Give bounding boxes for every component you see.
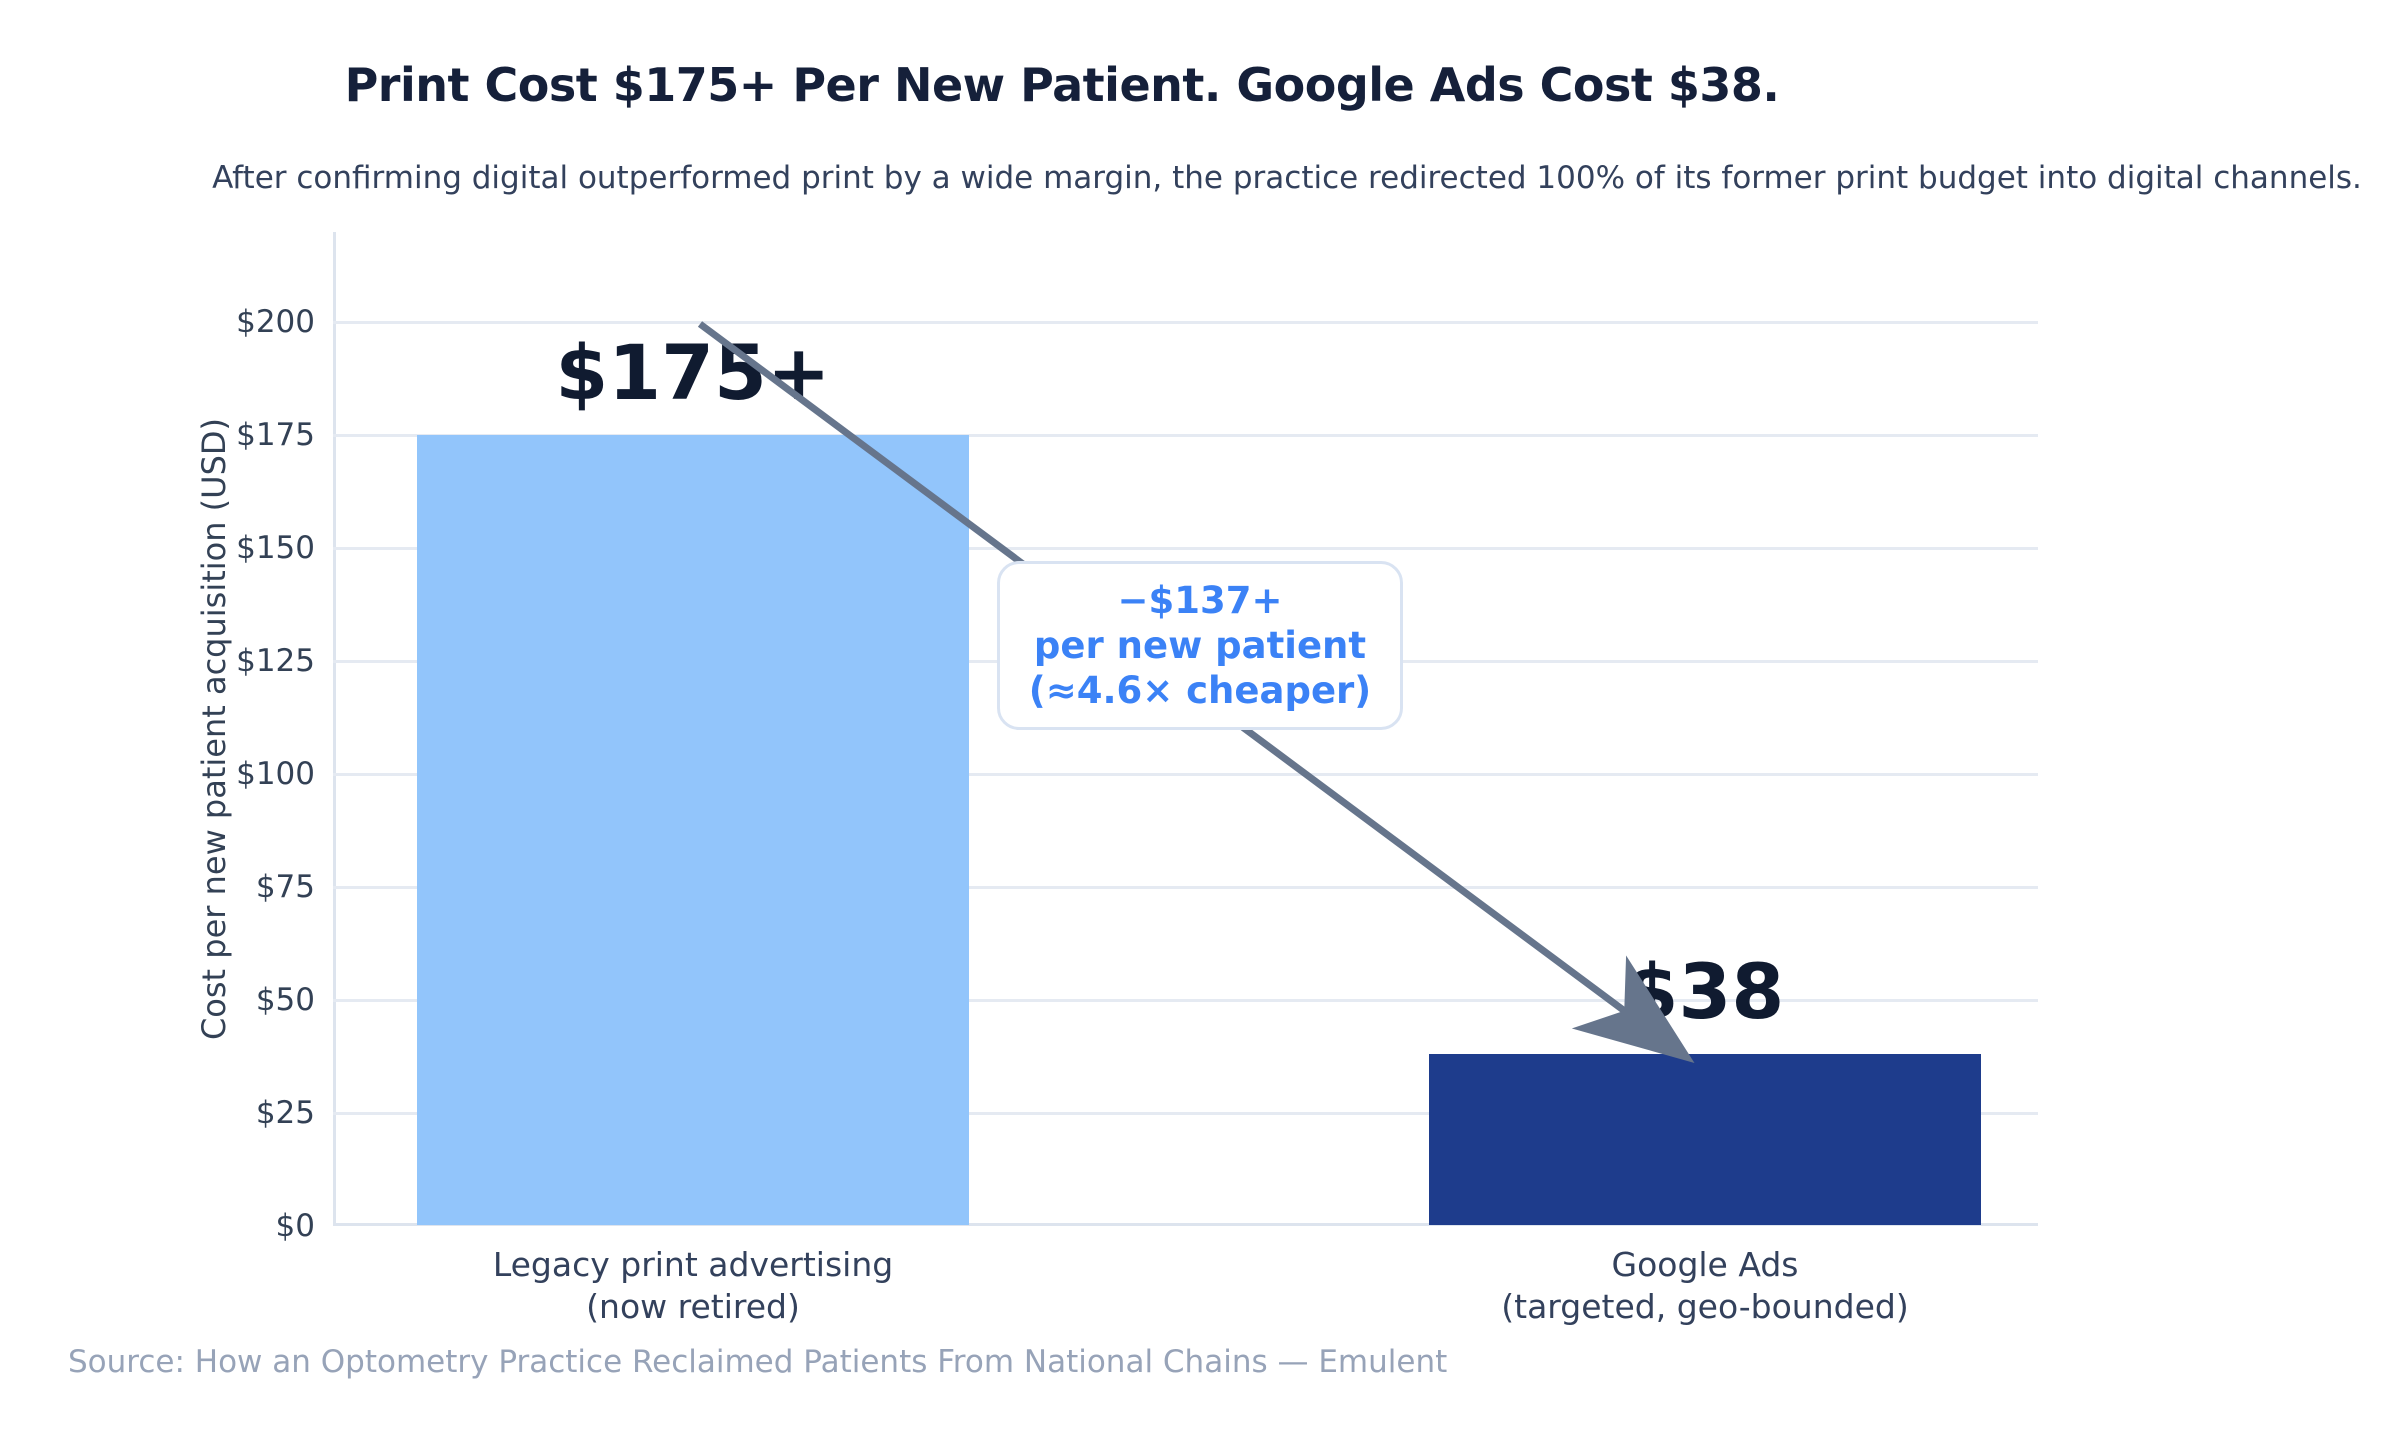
bar-google-ads xyxy=(1429,1054,1981,1225)
y-tick-label-$125: $125 xyxy=(236,643,315,679)
y-axis-label: Cost per new patient acquisition (USD) xyxy=(195,417,233,1041)
y-tick-label-$200: $200 xyxy=(236,304,315,340)
x-tick-label-1: Legacy print advertising (now retired) xyxy=(493,1244,893,1328)
plot-area xyxy=(333,232,2038,1226)
annotation-savings-amount: −$137+ xyxy=(1117,578,1283,622)
x-tick-label-2: Google Ads (targeted, geo-bounded) xyxy=(1501,1244,1908,1328)
bar-value-label-2: $38 xyxy=(1625,947,1785,1037)
y-tick-label-$0: $0 xyxy=(275,1208,315,1244)
x-tick-label-line: (now retired) xyxy=(586,1287,800,1327)
y-tick-label-$75: $75 xyxy=(255,869,315,905)
gridline-$25 xyxy=(333,1111,2038,1115)
x-tick-label-line: Legacy print advertising xyxy=(492,1245,894,1284)
y-tick-label-$50: $50 xyxy=(255,982,315,1018)
source-note: Source: How an Optometry Practice Reclai… xyxy=(68,1344,1448,1380)
annotation-savings-multiple: (≈4.6× cheaper) xyxy=(1028,669,1372,713)
annotation-savings-unit: per new patient xyxy=(1033,623,1367,667)
bar-legacy-print xyxy=(417,435,969,1225)
x-tick-label-line: Google Ads xyxy=(1611,1245,1799,1284)
y-tick-label-$25: $25 xyxy=(255,1095,315,1131)
savings-annotation: −$137+ per new patient (≈4.6× cheaper) xyxy=(997,561,1403,730)
gridline-$200 xyxy=(333,320,2038,324)
x-tick-label-line: (targeted, geo-bounded) xyxy=(1501,1287,1909,1327)
y-tick-label-$175: $175 xyxy=(236,417,315,453)
y-tick-label-$100: $100 xyxy=(236,756,315,792)
bar-value-label-1: $175+ xyxy=(555,328,831,417)
chart-subtitle: After confirming digital outperformed pr… xyxy=(212,160,2362,196)
y-tick-label-$150: $150 xyxy=(236,530,315,566)
chart-title: Print Cost $175+ Per New Patient. Google… xyxy=(344,58,1780,112)
